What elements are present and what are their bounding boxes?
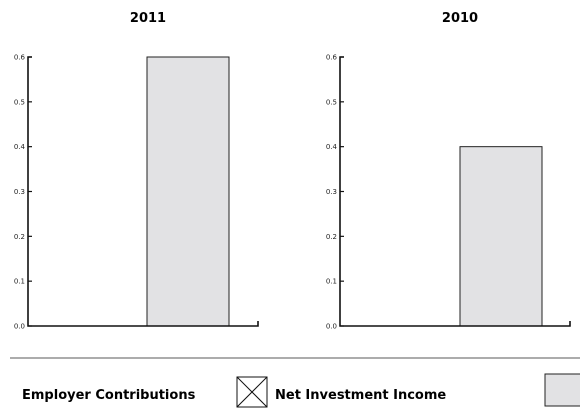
chart-panel-2010: 2010 0.0 0.1 0.2 0.3 0.4 0.5 0.6	[326, 11, 571, 331]
y-tick-label: 0.2	[326, 233, 337, 241]
y-tick-label: 0.2	[14, 233, 25, 241]
y-tick-label: 0.6	[326, 54, 338, 62]
bar-net-investment-income	[146, 56, 230, 327]
y-tick-label: 0.1	[14, 278, 25, 286]
legend-label-net-investment-income: Net Investment Income	[275, 388, 446, 403]
chart-panel-2011: 2011 0.0 0.1 0.2 0.3 0.4 0.5 0.6	[14, 11, 259, 331]
y-tick-label: 0.0	[14, 323, 25, 331]
y-tick-label: 0.3	[14, 188, 25, 196]
y-tick-label: 0.4	[14, 143, 26, 151]
y-tick-label: 0.6	[14, 54, 26, 62]
y-tick-label: 0.0	[326, 323, 337, 331]
chart-title: 2010	[442, 11, 478, 26]
y-tick-label: 0.4	[326, 143, 338, 151]
legend-swatch-gray	[544, 373, 580, 407]
chart-panels: 2011 0.0 0.1 0.2 0.3 0.4 0.5 0.6 2010 0.0 0.1 0.2 0.…	[14, 11, 571, 331]
chart-title: 2011	[130, 11, 166, 26]
y-tick-label: 0.1	[326, 278, 337, 286]
crossed-box-icon	[236, 376, 268, 408]
bar-net-investment-income	[459, 146, 543, 327]
legend-label-employer-contributions: Employer Contributions	[22, 388, 196, 403]
y-tick-label: 0.3	[326, 188, 337, 196]
y-tick-label: 0.5	[326, 98, 337, 106]
legend: Employer Contributions Net Investment In…	[22, 373, 580, 408]
y-tick-label: 0.5	[14, 98, 25, 106]
